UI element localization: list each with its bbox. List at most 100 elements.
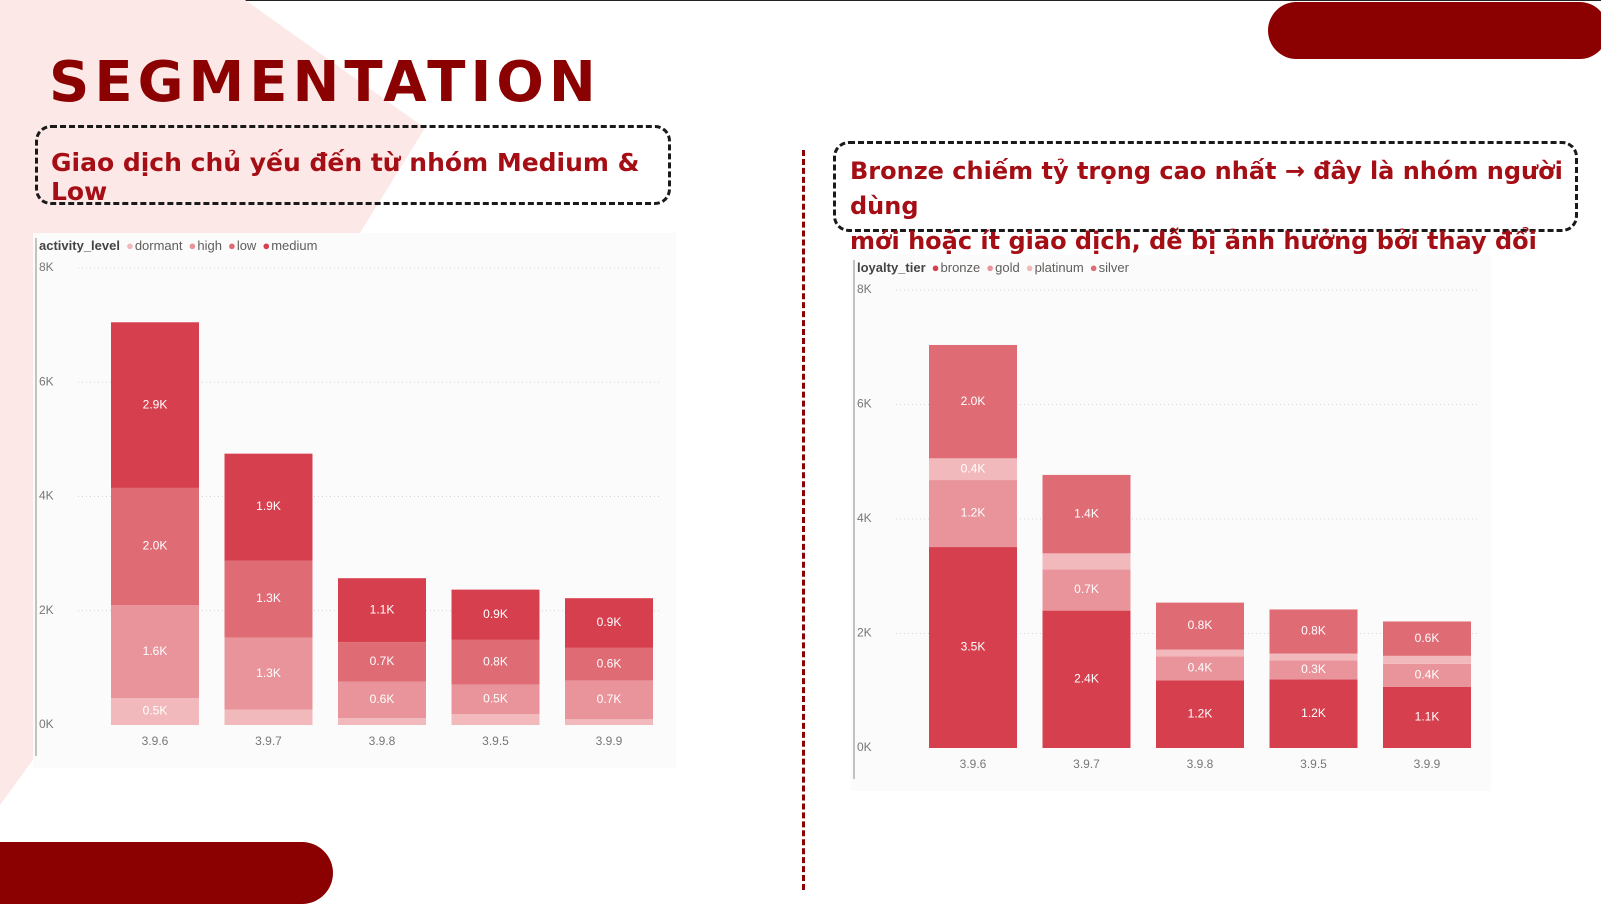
bar-segment-bronze[interactable] [1269, 679, 1358, 748]
bar-segment-high[interactable] [451, 684, 540, 715]
data-label: 0.6K [597, 656, 622, 670]
data-label: 0.7K [1074, 582, 1099, 596]
bar-segment-dormant[interactable] [451, 714, 540, 725]
x-tick-label: 3.9.6 [142, 734, 169, 748]
right-insight-line-1: Bronze chiếm tỷ trọng cao nhất → đây là … [850, 157, 1563, 220]
legend-item-silver[interactable]: silver [1099, 260, 1130, 275]
x-tick-label: 3.9.5 [482, 734, 509, 748]
bar-segment-silver[interactable] [1042, 474, 1131, 554]
legend-item-gold[interactable]: gold [995, 260, 1020, 275]
data-label: 1.6K [143, 644, 168, 658]
bar-segment-low[interactable] [338, 642, 426, 682]
legend-marker-bronze: ● [932, 260, 940, 275]
bar-segment-dormant[interactable] [338, 718, 426, 725]
bar-segment-gold[interactable] [1156, 656, 1244, 681]
legend-marker-low: ● [228, 238, 236, 253]
data-label: 2.4K [1074, 671, 1099, 685]
legend-item-platinum[interactable]: platinum [1035, 260, 1084, 275]
x-tick-label: 3.9.7 [255, 734, 282, 748]
bar-segment-low[interactable] [565, 647, 653, 681]
x-tick-label: 3.9.9 [596, 734, 623, 748]
bar-segment-gold[interactable] [1383, 663, 1471, 687]
bar-segment-dormant[interactable] [565, 719, 653, 725]
bar-segment-bronze[interactable] [1156, 680, 1244, 748]
bar-segment-bronze[interactable] [1383, 686, 1471, 748]
bar-segment-bronze[interactable] [1042, 610, 1131, 748]
data-label: 1.1K [370, 602, 395, 616]
bar-segment-platinum[interactable] [1156, 649, 1244, 657]
bar-segment-platinum[interactable] [1269, 653, 1358, 661]
legend-marker-dormant: ● [126, 238, 134, 253]
legend-marker-gold: ● [986, 260, 994, 275]
bar-segment-medium[interactable] [451, 589, 540, 640]
bar-segment-high[interactable] [111, 605, 199, 699]
x-tick-label: 3.9.9 [1414, 757, 1441, 771]
bar-segment-platinum[interactable] [929, 458, 1017, 481]
header-accent-pill [1268, 2, 1601, 59]
bar-segment-silver[interactable] [1269, 609, 1358, 654]
data-label: 3.5K [961, 640, 986, 654]
data-label: 0.8K [1188, 618, 1213, 632]
bar-segment-high[interactable] [338, 681, 426, 719]
bar-segment-medium[interactable] [111, 322, 199, 488]
bar-segment-low[interactable] [451, 639, 540, 685]
bar-segment-medium[interactable] [565, 598, 653, 648]
bar-segment-medium[interactable] [338, 578, 426, 643]
left-insight-box: Giao dịch chủ yếu đến từ nhóm Medium & L… [35, 125, 671, 206]
data-label: 0.4K [961, 461, 986, 475]
legend-item-dormant[interactable]: dormant [135, 238, 183, 253]
y-tick-label: 2K [857, 626, 872, 640]
x-tick-label: 3.9.8 [369, 734, 396, 748]
bar-segment-gold[interactable] [929, 480, 1017, 548]
data-label: 0.6K [370, 692, 395, 706]
data-label: 0.4K [1415, 667, 1440, 681]
top-border-line [0, 0, 1601, 1]
legend-item-bronze[interactable]: bronze [941, 260, 981, 275]
x-tick-label: 3.9.6 [960, 757, 987, 771]
x-tick-label: 3.9.5 [1300, 757, 1327, 771]
legend-marker-platinum: ● [1026, 260, 1034, 275]
y-tick-label: 0K [39, 717, 54, 731]
bar-segment-high[interactable] [565, 680, 653, 720]
legend-title: activity_level [39, 238, 120, 253]
bar-segment-medium[interactable] [224, 453, 313, 561]
data-label: 1.3K [256, 666, 281, 680]
section-divider [802, 150, 805, 890]
page-title: SEGMENTATION [49, 50, 601, 115]
bar-segment-silver[interactable] [1383, 621, 1471, 656]
bar-segment-gold[interactable] [1269, 660, 1358, 680]
left-insight-text: Giao dịch chủ yếu đến từ nhóm Medium & L… [51, 148, 640, 206]
bar-segment-silver[interactable] [1156, 602, 1244, 650]
legend-item-high[interactable]: high [197, 238, 222, 253]
y-tick-label: 8K [857, 282, 872, 296]
data-label: 2.0K [143, 539, 168, 553]
y-tick-label: 8K [39, 260, 54, 274]
bar-segment-platinum[interactable] [1383, 655, 1471, 664]
footer-accent-pill [0, 842, 333, 904]
data-label: 0.5K [143, 704, 168, 718]
bar-segment-low[interactable] [111, 487, 199, 606]
bar-segment-platinum[interactable] [1042, 553, 1131, 570]
data-label: 2.9K [143, 397, 168, 411]
bar-segment-dormant[interactable] [224, 709, 313, 725]
legend-item-low[interactable]: low [237, 238, 257, 253]
data-label: 0.9K [483, 607, 508, 621]
data-label: 0.5K [483, 691, 508, 705]
bar-segment-bronze[interactable] [929, 547, 1017, 748]
y-tick-label: 6K [39, 374, 54, 388]
bar-segment-gold[interactable] [1042, 569, 1131, 611]
bar-segment-dormant[interactable] [111, 698, 199, 725]
legend-marker-silver: ● [1090, 260, 1098, 275]
data-label: 0.4K [1188, 661, 1213, 675]
legend-item-medium[interactable]: medium [271, 238, 317, 253]
chart-svg: activity_level ●dormant ●high ●low ●medium0K… [35, 238, 662, 756]
legend-marker-high: ● [189, 238, 197, 253]
data-label: 1.9K [256, 499, 281, 513]
data-label: 0.3K [1301, 662, 1326, 676]
data-label: 1.3K [256, 591, 281, 605]
bar-segment-silver[interactable] [929, 344, 1017, 459]
y-tick-label: 0K [857, 740, 872, 754]
bar-segment-high[interactable] [224, 637, 313, 710]
bar-segment-low[interactable] [224, 560, 313, 638]
chart-svg: loyalty_tier ●bronze ●gold ●platinum ●silver… [853, 260, 1477, 779]
